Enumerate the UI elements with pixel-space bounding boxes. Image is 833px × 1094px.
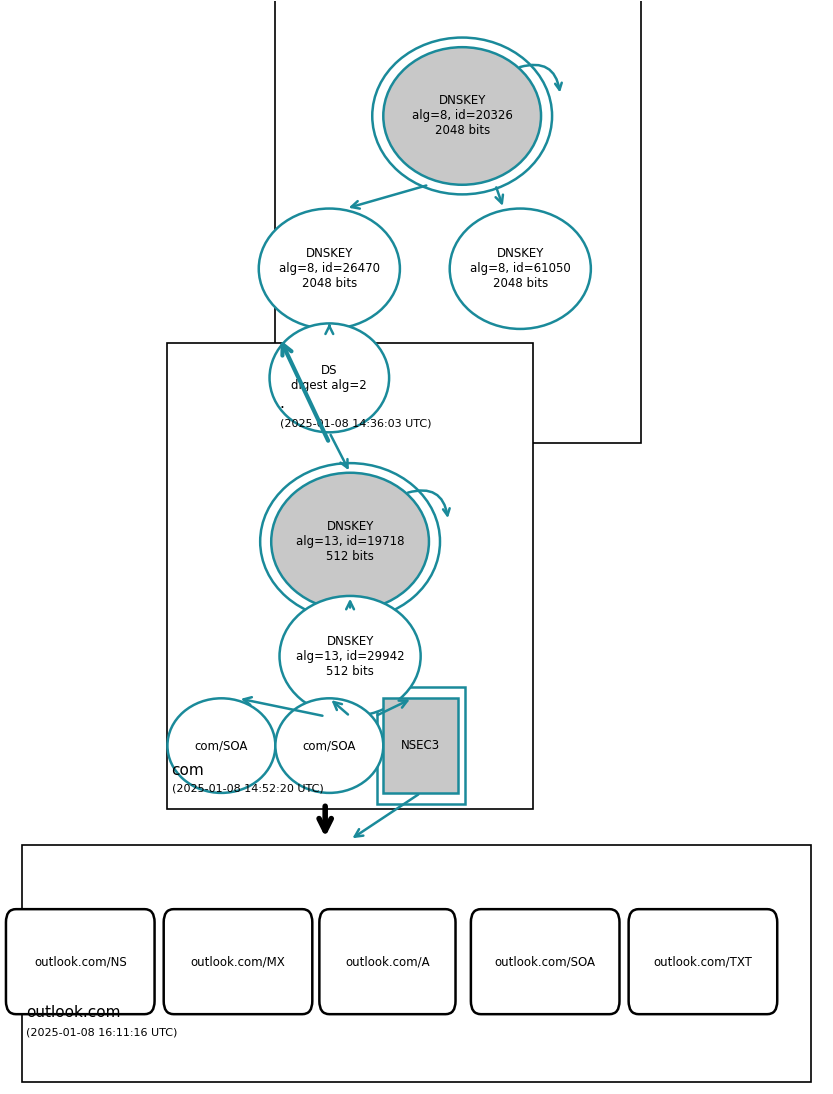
Ellipse shape	[272, 473, 429, 610]
Text: DNSKEY
alg=8, id=26470
2048 bits: DNSKEY alg=8, id=26470 2048 bits	[279, 247, 380, 290]
Text: .: .	[280, 396, 284, 411]
Text: outlook.com/SOA: outlook.com/SOA	[495, 955, 596, 968]
Text: com/SOA: com/SOA	[302, 740, 356, 752]
Text: DNSKEY
alg=8, id=61050
2048 bits: DNSKEY alg=8, id=61050 2048 bits	[470, 247, 571, 290]
FancyBboxPatch shape	[383, 698, 458, 793]
Ellipse shape	[259, 209, 400, 329]
Text: outlook.com/A: outlook.com/A	[345, 955, 430, 968]
FancyBboxPatch shape	[629, 909, 777, 1014]
Ellipse shape	[280, 596, 421, 717]
FancyBboxPatch shape	[319, 909, 456, 1014]
Text: (2025-01-08 16:11:16 UTC): (2025-01-08 16:11:16 UTC)	[27, 1027, 177, 1037]
Text: DNSKEY
alg=13, id=19718
512 bits: DNSKEY alg=13, id=19718 512 bits	[296, 520, 404, 563]
FancyBboxPatch shape	[164, 909, 312, 1014]
FancyBboxPatch shape	[276, 0, 641, 443]
FancyBboxPatch shape	[6, 909, 155, 1014]
Text: outlook.com/MX: outlook.com/MX	[191, 955, 286, 968]
FancyBboxPatch shape	[167, 344, 533, 808]
Text: NSEC3: NSEC3	[401, 740, 440, 752]
Text: DNSKEY
alg=8, id=20326
2048 bits: DNSKEY alg=8, id=20326 2048 bits	[412, 94, 512, 138]
Ellipse shape	[276, 698, 383, 793]
Text: outlook.com/NS: outlook.com/NS	[34, 955, 127, 968]
Text: com: com	[172, 763, 204, 778]
Text: (2025-01-08 14:52:20 UTC): (2025-01-08 14:52:20 UTC)	[172, 783, 323, 794]
Text: (2025-01-08 14:36:03 UTC): (2025-01-08 14:36:03 UTC)	[280, 418, 431, 428]
Text: outlook.com/TXT: outlook.com/TXT	[654, 955, 752, 968]
Ellipse shape	[270, 324, 389, 432]
Text: com/SOA: com/SOA	[195, 740, 248, 752]
Ellipse shape	[450, 209, 591, 329]
Ellipse shape	[167, 698, 276, 793]
FancyBboxPatch shape	[22, 846, 811, 1082]
Ellipse shape	[383, 47, 541, 185]
Text: DS
digest alg=2: DS digest alg=2	[292, 364, 367, 392]
FancyBboxPatch shape	[471, 909, 620, 1014]
Text: DNSKEY
alg=13, id=29942
512 bits: DNSKEY alg=13, id=29942 512 bits	[296, 635, 404, 677]
Text: outlook.com: outlook.com	[27, 1005, 121, 1021]
